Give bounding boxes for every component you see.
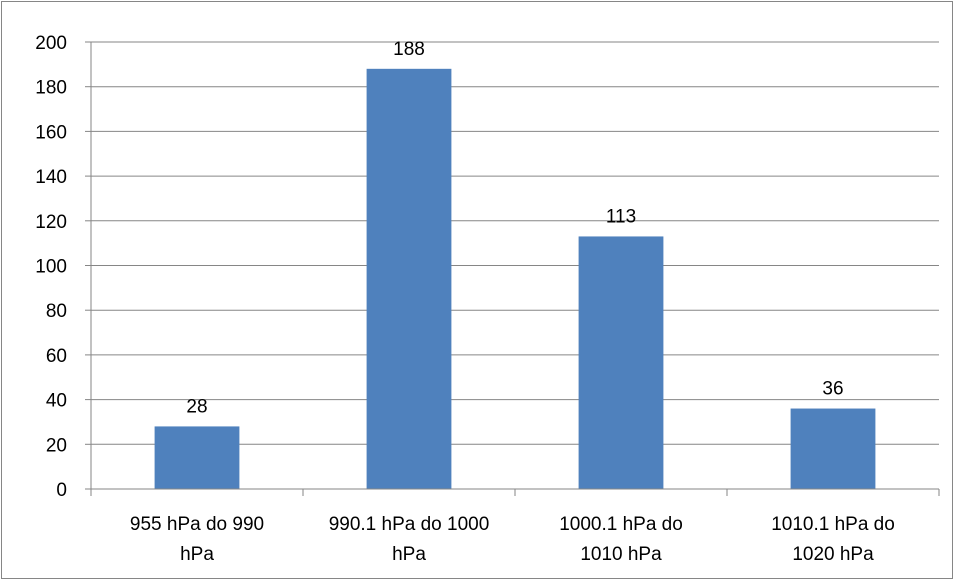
y-tick-label: 180 [35, 78, 67, 99]
x-axis: 955 hPa do 990 hPa 990.1 hPa do 1000 hPa 100… [90, 488, 940, 565]
bar [790, 408, 876, 489]
x-tick-label: 1010 hPa [580, 544, 662, 565]
x-tick-label: 955 hPa do 990 [130, 514, 264, 535]
x-tick-label: 990.1 hPa do 1000 [329, 514, 490, 535]
x-tick-label: 1000.1 hPa do [559, 514, 683, 535]
data-label: 113 [606, 206, 636, 227]
y-tick-label: 200 [35, 33, 67, 54]
data-label: 188 [393, 39, 425, 60]
y-tick-label: 100 [35, 257, 67, 278]
bar [154, 426, 240, 489]
y-tick-label: 80 [46, 301, 67, 322]
x-tick-label: hPa [392, 544, 426, 565]
y-axis: 0 20 40 60 80 100 120 140 160 180 200 [35, 33, 92, 501]
gridlines [91, 41, 939, 445]
x-tick-label: 1020 hPa [792, 544, 874, 565]
y-tick-label: 0 [56, 480, 67, 501]
bar [578, 236, 664, 489]
y-tick-label: 160 [35, 122, 67, 143]
bar [366, 68, 452, 489]
y-tick-label: 60 [46, 346, 67, 367]
y-tick-label: 20 [46, 435, 67, 456]
data-labels: 28 188 113 36 [186, 39, 843, 418]
y-tick-label: 120 [35, 212, 67, 233]
y-tick-label: 140 [35, 167, 67, 188]
y-tick-label: 40 [46, 391, 67, 412]
data-label: 28 [186, 396, 207, 417]
x-tick-label: 1010.1 hPa do [771, 514, 895, 535]
x-tick-label: hPa [180, 544, 214, 565]
data-label: 36 [822, 379, 843, 400]
bars [154, 68, 876, 489]
